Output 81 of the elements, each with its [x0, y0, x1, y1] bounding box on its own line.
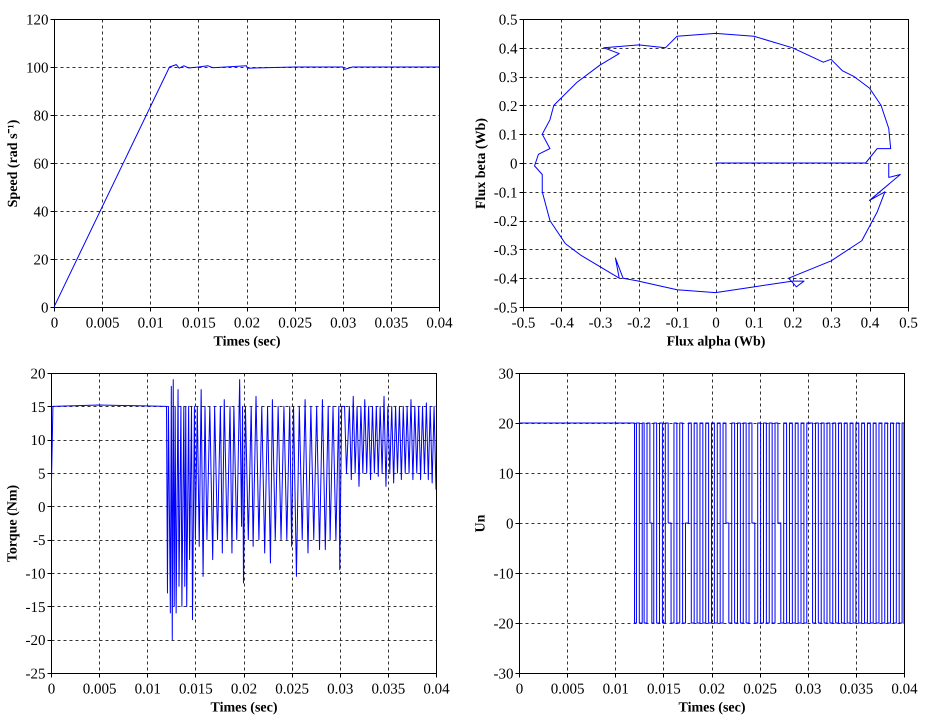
x-axis-title: Times (sec): [678, 700, 746, 716]
x-tick-label: 0.03: [327, 682, 354, 698]
y-tick-label: 30: [498, 366, 514, 382]
y-tick-label: -5: [33, 533, 46, 550]
y-axis-title: Speed (rad s⁻¹): [6, 119, 21, 208]
y-tick-label: -25: [26, 666, 46, 682]
y-tick-label: 0.5: [498, 12, 518, 28]
x-tick-label: 0.2: [784, 316, 802, 332]
y-tick-label: 80: [34, 108, 48, 124]
x-tick-label: 0.015: [182, 316, 216, 332]
x-tick-label: 0.015: [179, 682, 213, 698]
y-axis-title: Torque (Nm): [6, 484, 21, 562]
line-series: [51, 379, 436, 640]
y-tick-label: -15: [26, 600, 46, 616]
x-tick-label: 0.035: [374, 316, 408, 332]
y-tick-label: 0: [506, 516, 514, 532]
x-tick-label: 0.01: [602, 682, 629, 698]
y-tick-label: 5: [38, 466, 46, 482]
y-tick-label: 20: [34, 252, 48, 268]
y-tick-label: -10: [26, 566, 46, 582]
x-tick-label: 0.02: [230, 682, 258, 698]
y-tick-label: -20: [494, 616, 514, 632]
x-tick-label: 0.005: [550, 682, 584, 698]
y-tick-label: -0.4: [494, 272, 518, 288]
y-tick-label: 0.2: [498, 98, 518, 115]
y-tick-label: 0: [41, 300, 48, 316]
x-tick-label: 0.035: [840, 682, 874, 698]
x-tick-label: 0.02: [234, 316, 260, 332]
y-tick-label: -30: [494, 666, 514, 682]
x-tick-label: 0.04: [426, 316, 454, 332]
line-series: [54, 64, 439, 307]
y-tick-label: 10: [30, 433, 46, 450]
x-tick-label: 0.015: [647, 682, 681, 698]
y-tick-label: 0: [510, 156, 518, 172]
y-tick-label: 20: [498, 416, 514, 432]
x-tick-label: 0.025: [278, 316, 312, 332]
x-axis-title: Times (sec): [210, 700, 278, 716]
y-tick-label: 0.3: [498, 70, 518, 86]
x-tick-label: 0.3: [822, 316, 841, 332]
x-tick-label: 0.1: [745, 316, 764, 332]
x-tick-label: 0.025: [743, 682, 777, 698]
x-axis-title: Times (sec): [214, 334, 281, 350]
x-tick-label: 0: [712, 316, 720, 332]
y-tick-label: -0.5: [494, 300, 518, 316]
x-tick-label: 0.02: [698, 682, 726, 698]
y-tick-label: -10: [494, 566, 514, 582]
y-tick-label: -0.1: [494, 185, 518, 202]
y-tick-label: 0.4: [498, 41, 518, 58]
x-tick-label: 0.01: [134, 682, 161, 698]
y-tick-label: 40: [34, 204, 48, 220]
y-tick-label: -0.2: [494, 214, 518, 230]
x-tick-label: 0.025: [275, 682, 309, 698]
x-tick-label: -0.3: [588, 316, 612, 332]
x-tick-label: -0.2: [627, 316, 651, 332]
y-tick-label: 0: [38, 500, 46, 516]
x-axis-title: Flux alpha (Wb): [666, 334, 766, 350]
x-tick-label: -0.1: [666, 316, 690, 332]
x-tick-label: 0.03: [330, 316, 356, 332]
y-tick-label: 100: [26, 60, 48, 76]
x-tick-label: 0.005: [82, 682, 116, 698]
x-tick-label: 0.4: [860, 316, 880, 332]
y-tick-label: 15: [30, 400, 46, 416]
x-tick-label: 0.5: [899, 316, 918, 332]
x-tick-label: 0: [50, 316, 58, 332]
line-series: [534, 32, 901, 294]
x-tick-label: 0.04: [423, 682, 450, 698]
y-tick-label: 10: [498, 466, 514, 482]
y-axis-title: Un: [474, 514, 489, 532]
y-axis-title: Flux beta (Wb): [474, 118, 489, 209]
x-tick-label: 0.04: [891, 682, 918, 698]
y-tick-label: -20: [26, 633, 46, 650]
y-tick-label: 60: [34, 156, 48, 172]
y-tick-label: 120: [26, 12, 48, 28]
y-tick-label: 20: [30, 366, 46, 382]
x-tick-label: 0.035: [372, 682, 406, 698]
x-tick-label: 0.01: [138, 316, 164, 332]
x-tick-label: 0.03: [795, 682, 822, 698]
y-tick-label: 0.1: [498, 128, 518, 144]
x-tick-label: 0.005: [86, 316, 120, 332]
y-tick-label: -0.3: [494, 242, 518, 259]
x-tick-label: -0.4: [550, 316, 574, 332]
